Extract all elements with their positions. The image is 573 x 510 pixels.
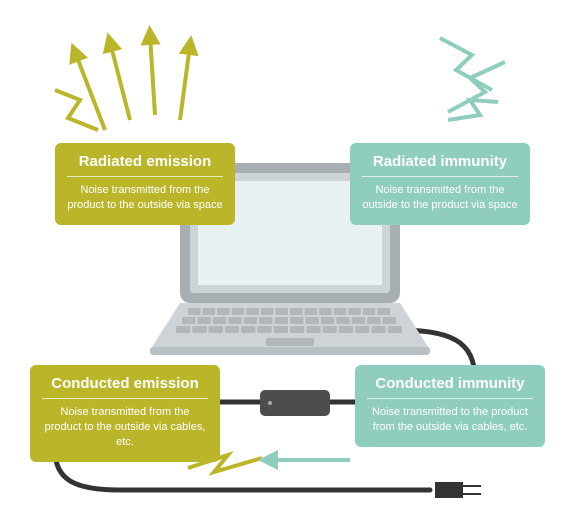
conducted-emission-box: Conducted emission Noise transmitted fro… — [30, 365, 220, 462]
conducted-emission-desc: Noise transmitted from the product to th… — [42, 405, 208, 450]
radiated-immunity-box: Radiated immunity Noise transmitted from… — [350, 143, 530, 225]
conducted-immunity-title: Conducted immunity — [367, 375, 533, 399]
radiated-emission-desc: Noise transmitted from the product to th… — [67, 183, 223, 213]
radiated-emission-box: Radiated emission Noise transmitted from… — [55, 143, 235, 225]
radiated-immunity-title: Radiated immunity — [362, 153, 518, 177]
radiated-immunity-desc: Noise transmitted from the outside to th… — [362, 183, 518, 213]
conducted-emission-title: Conducted emission — [42, 375, 208, 399]
conducted-immunity-desc: Noise transmitted to the product from th… — [367, 405, 533, 435]
radiated-emission-title: Radiated emission — [67, 153, 223, 177]
conducted-immunity-box: Conducted immunity Noise transmitted to … — [355, 365, 545, 447]
